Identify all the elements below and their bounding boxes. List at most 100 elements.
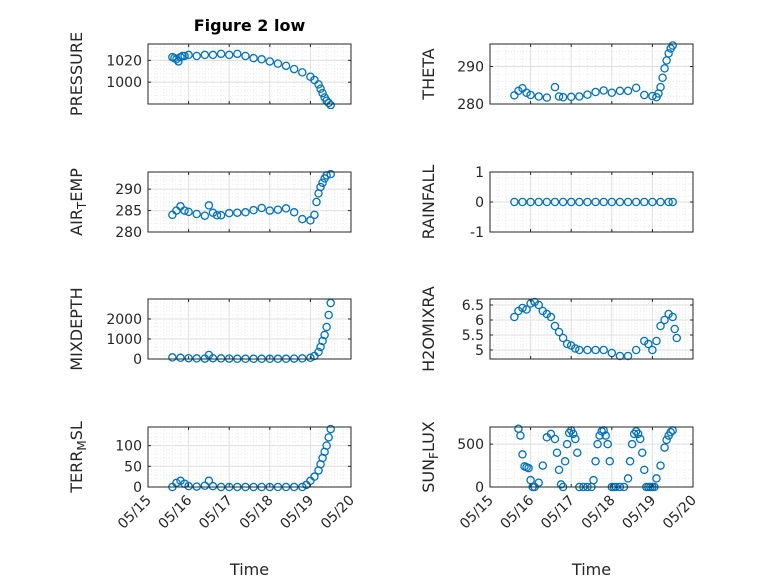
data-point	[668, 426, 677, 435]
data-point	[526, 90, 535, 100]
data-point	[534, 478, 543, 487]
data-point	[589, 475, 598, 485]
data-point	[542, 197, 552, 207]
data-point	[560, 457, 570, 466]
y-tick-label: 1020	[106, 53, 142, 69]
data-point	[593, 439, 602, 449]
data-point	[550, 82, 560, 92]
y-tick-label: -1	[470, 225, 484, 241]
data-markers	[168, 169, 335, 225]
y-axis-label: THETA	[419, 48, 438, 100]
y-tick-label: 0	[133, 480, 142, 496]
data-point	[324, 98, 333, 108]
y-tick-label: 0	[475, 480, 484, 496]
y-axis-label: H2OMIXRA	[419, 286, 438, 372]
x-tick-label: 05/16	[498, 492, 538, 532]
data-point	[556, 480, 566, 489]
data-point	[314, 80, 323, 89]
subplot-rainfall: -1 0 1 RAINFALL	[419, 165, 694, 241]
data-point	[558, 333, 568, 343]
data-point	[575, 345, 584, 355]
data-point	[281, 204, 291, 213]
data-point	[550, 197, 560, 207]
data-point	[249, 53, 258, 63]
data-point	[623, 86, 633, 96]
x-tick-label: 05/18	[579, 493, 619, 533]
data-point	[526, 197, 535, 207]
data-point	[168, 353, 177, 362]
data-point	[326, 169, 335, 179]
data-point	[289, 64, 299, 74]
data-point	[273, 59, 283, 68]
data-point	[184, 481, 193, 491]
y-tick-label: 285	[115, 204, 142, 220]
data-point	[670, 324, 679, 334]
data-markers	[168, 49, 335, 109]
data-point	[575, 197, 584, 207]
data-point	[314, 347, 323, 357]
axes-box	[147, 171, 352, 233]
y-tick-label: 50	[124, 459, 142, 475]
data-point	[289, 208, 299, 217]
data-point	[571, 344, 580, 353]
data-point	[591, 457, 600, 466]
x-tick-label: 05/20	[318, 493, 358, 533]
data-point	[599, 345, 608, 355]
data-point	[583, 197, 592, 207]
data-point	[615, 351, 625, 361]
data-point	[550, 434, 560, 444]
data-point	[200, 211, 210, 220]
data-point	[306, 216, 315, 225]
data-point	[564, 428, 574, 438]
x-tick-label: 05/18	[237, 493, 277, 533]
data-point	[318, 178, 327, 187]
data-point	[631, 345, 641, 355]
y-tick-label: 6.5	[462, 298, 484, 314]
data-point	[534, 197, 543, 207]
data-point	[591, 87, 600, 97]
data-point	[658, 73, 667, 83]
data-point	[310, 472, 319, 481]
data-point	[518, 303, 527, 313]
data-point	[522, 305, 531, 314]
data-point	[316, 182, 325, 192]
data-point	[273, 205, 283, 214]
y-axis-label: AIRTEMP	[67, 168, 89, 236]
data-point	[200, 481, 210, 491]
data-point	[257, 55, 266, 64]
data-point	[257, 203, 266, 213]
data-point	[656, 82, 665, 92]
data-point	[249, 205, 258, 215]
data-point	[546, 312, 556, 322]
data-point	[542, 93, 552, 102]
data-markers	[510, 41, 677, 102]
data-point	[607, 197, 617, 207]
data-point	[640, 197, 649, 207]
data-point	[615, 86, 625, 96]
data-point	[550, 321, 560, 331]
data-point	[599, 197, 608, 207]
data-point	[603, 439, 612, 449]
data-point	[324, 433, 333, 442]
y-tick-label: 0	[133, 352, 142, 368]
data-point	[583, 90, 592, 99]
data-point	[558, 197, 568, 207]
data-point	[615, 197, 625, 207]
x-tick-label: 05/17	[196, 493, 236, 533]
data-point	[623, 474, 633, 483]
data-point	[322, 441, 331, 450]
data-point	[652, 336, 661, 346]
data-point	[629, 429, 639, 439]
data-point	[204, 476, 214, 486]
data-point	[562, 439, 572, 449]
subplot-terr-msl: 0 50 100 05/15 05/16 05/17 05/18 05/19 05/20 TERR…	[67, 421, 358, 579]
data-point	[633, 429, 643, 439]
data-point	[310, 210, 319, 220]
data-point	[595, 431, 604, 440]
y-tick-label: 5.5	[462, 328, 484, 344]
data-point	[200, 50, 210, 60]
data-point	[312, 197, 321, 207]
data-point	[591, 345, 600, 355]
data-point	[233, 208, 242, 217]
y-axis-label: RAINFALL	[419, 165, 438, 240]
